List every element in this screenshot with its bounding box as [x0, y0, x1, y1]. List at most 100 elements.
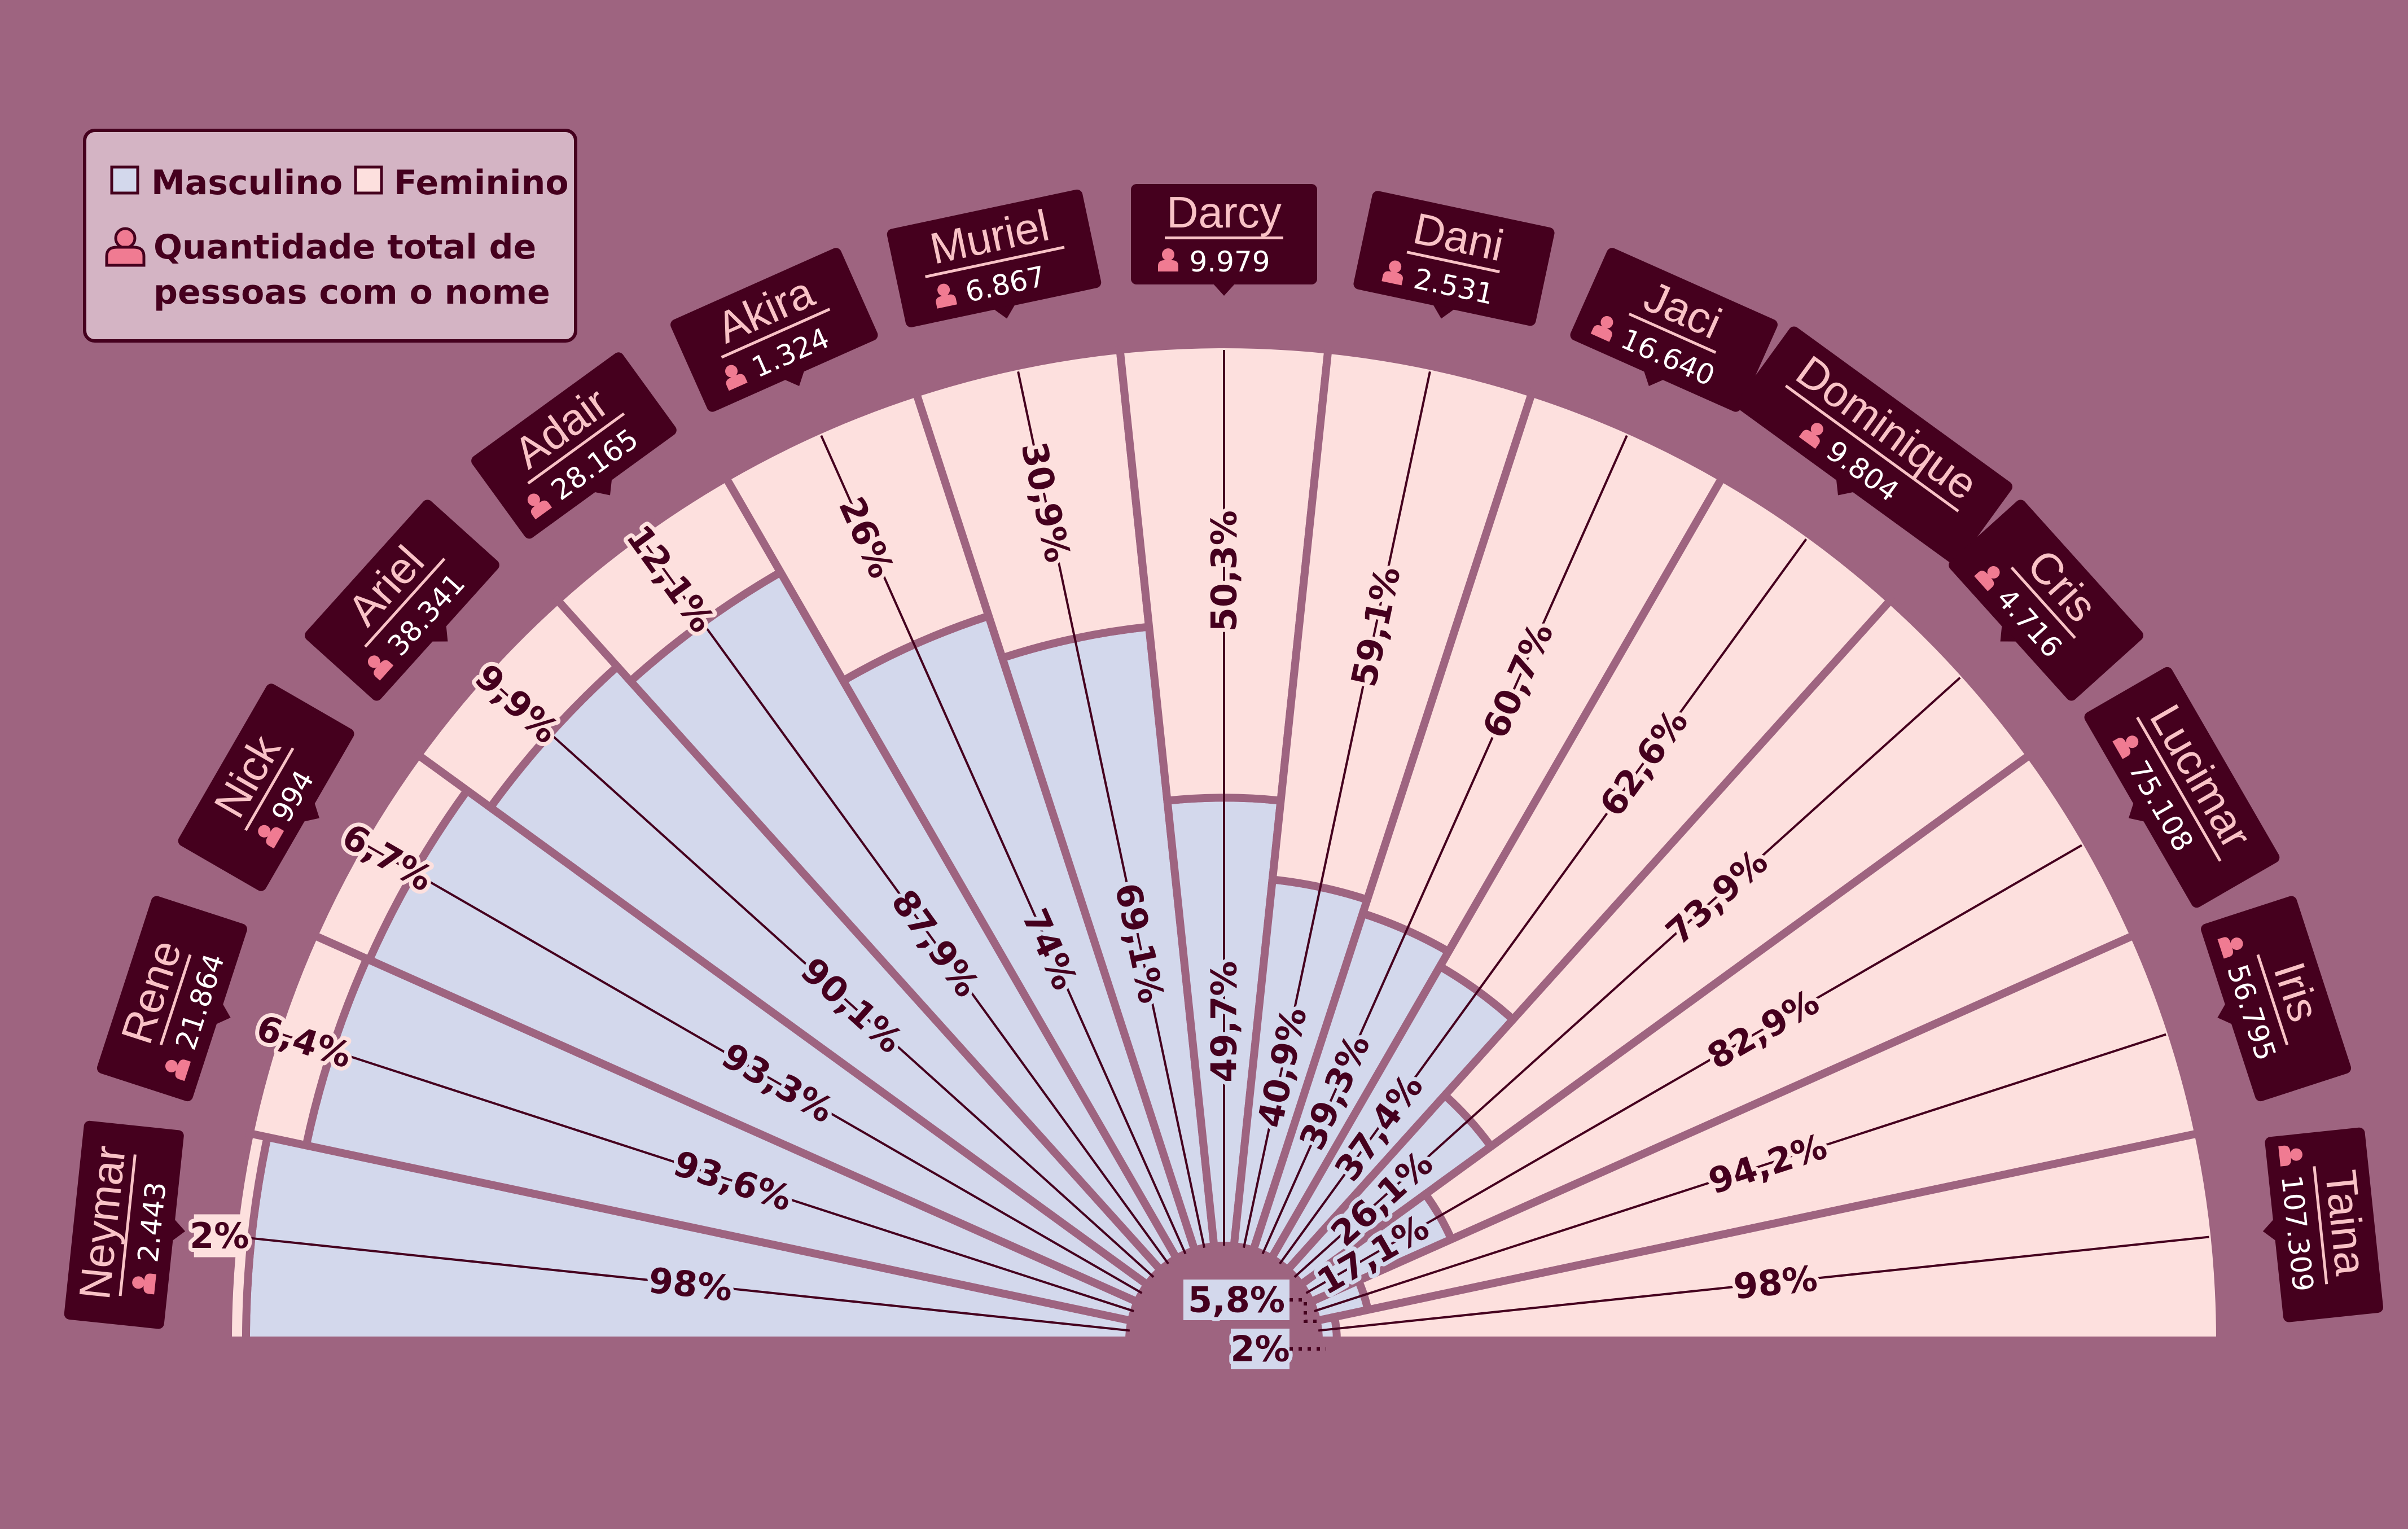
leader-line [239, 1236, 1130, 1332]
person-icon [258, 825, 284, 849]
male-percent-label-box [1183, 1280, 1289, 1320]
name-label: Taina [2316, 1168, 2376, 1278]
person-icon-head [1600, 316, 1613, 328]
person-icon [165, 1059, 191, 1081]
tooltip-pointer [431, 624, 448, 642]
person-icon-body [2217, 937, 2233, 959]
name-underline [925, 246, 1065, 278]
name-underline [2010, 566, 2076, 639]
legend-count-label-line2: pessoas com o nome [153, 273, 550, 312]
person-icon-head [1810, 423, 1823, 436]
person-icon-head [132, 1276, 145, 1289]
leader-line [1318, 1236, 2209, 1332]
name-underline [2256, 954, 2289, 1045]
name-underline [1784, 384, 1959, 512]
person-icon-body [374, 660, 394, 681]
name-tooltip-darcy: Darcy 9.979 [1131, 184, 1317, 296]
tooltip-pointer [2129, 802, 2146, 822]
name-underline [527, 412, 625, 485]
tooltip-pointer [993, 304, 1016, 319]
tooltip-box [1949, 500, 2143, 701]
person-icon-body [1590, 325, 1612, 342]
leader-line [641, 538, 1169, 1265]
male-percent-label: 2% [1230, 1329, 1289, 1370]
leader-line [1293, 677, 1961, 1278]
person-icon [1381, 260, 1403, 286]
name-underline [1628, 312, 1717, 354]
tooltip-pointer [593, 478, 612, 496]
person-icon [2112, 735, 2139, 759]
person-icon-body [936, 294, 957, 309]
person-icon-head [725, 365, 738, 378]
name-underline [159, 954, 192, 1045]
person-icon [1158, 248, 1178, 271]
legend-female-label: Feminino [394, 163, 569, 203]
name-underline [721, 308, 831, 359]
person-icon-head [165, 1059, 178, 1072]
female-percent-label-box [194, 1214, 245, 1258]
leader-line [1305, 844, 2082, 1294]
name-underline [2136, 716, 2222, 862]
legend-count-label-line1: Quantidade total de [153, 227, 536, 267]
person-icon-head [1987, 566, 2000, 579]
male-swatch [110, 165, 139, 195]
male-percent-label: 5,8% [1188, 1280, 1285, 1321]
tooltip-box [178, 684, 354, 891]
leader-line [820, 435, 1187, 1255]
name-label: Darcy [1166, 187, 1282, 237]
person-icon-body [1799, 430, 1820, 449]
tooltip-box [471, 352, 677, 539]
tooltip-box [1131, 184, 1317, 284]
female-percent-label: 98% [1731, 1258, 1819, 1307]
person-icon-head [1389, 260, 1402, 273]
wedge-female-taina [1330, 1128, 2225, 1344]
person-icon [105, 227, 146, 267]
wedge-female-lucimar [1420, 749, 2139, 1245]
tooltip-box [1570, 248, 1778, 412]
tooltip-pointer [215, 1003, 231, 1025]
tooltip-box [305, 500, 499, 701]
tooltip-pointer [2217, 1003, 2233, 1025]
tooltip-box [97, 896, 247, 1102]
legend-male-label: Masculino [151, 163, 343, 203]
name-underline [2313, 1166, 2328, 1285]
person-icon-body [175, 1059, 191, 1081]
tooltip-pointer [783, 370, 805, 387]
leader-line [1279, 538, 1808, 1265]
person-icon-body [726, 374, 748, 391]
tooltip-box [2265, 1127, 2384, 1322]
person-icon [527, 493, 552, 520]
tooltip-box [670, 248, 878, 412]
person-icon [725, 365, 748, 391]
name-underline [364, 558, 446, 648]
leader-line [1242, 371, 1431, 1248]
tooltip-pointer [2262, 1219, 2277, 1242]
male-percent-label-box [1231, 1329, 1289, 1369]
female-percent-label: 50,3% [1204, 510, 1245, 632]
person-icon-body [530, 500, 552, 520]
person-icon [2217, 937, 2243, 959]
tooltip-pointer [172, 1219, 186, 1242]
leader-lines [239, 350, 2209, 1332]
person-icon [1590, 316, 1613, 342]
name-underline [119, 1154, 137, 1296]
name-underline [1406, 251, 1500, 274]
person-icon-body [2278, 1145, 2291, 1167]
name-underline [244, 747, 295, 831]
female-swatch [354, 165, 383, 195]
person-icon [367, 655, 394, 681]
person-icon-head [2289, 1148, 2302, 1161]
tooltip-pointer [2000, 624, 2017, 642]
tooltip-pointer [1432, 304, 1455, 319]
person-icon-body [1381, 271, 1403, 286]
legend: Masculino Feminino Quantidade total de p… [83, 129, 577, 343]
baseline-mask [0, 1342, 2408, 1529]
leader-line [1261, 435, 1628, 1255]
female-percent-label: 2% [190, 1215, 249, 1256]
person-icon-head [2126, 735, 2139, 748]
person-icon-head [258, 825, 271, 838]
